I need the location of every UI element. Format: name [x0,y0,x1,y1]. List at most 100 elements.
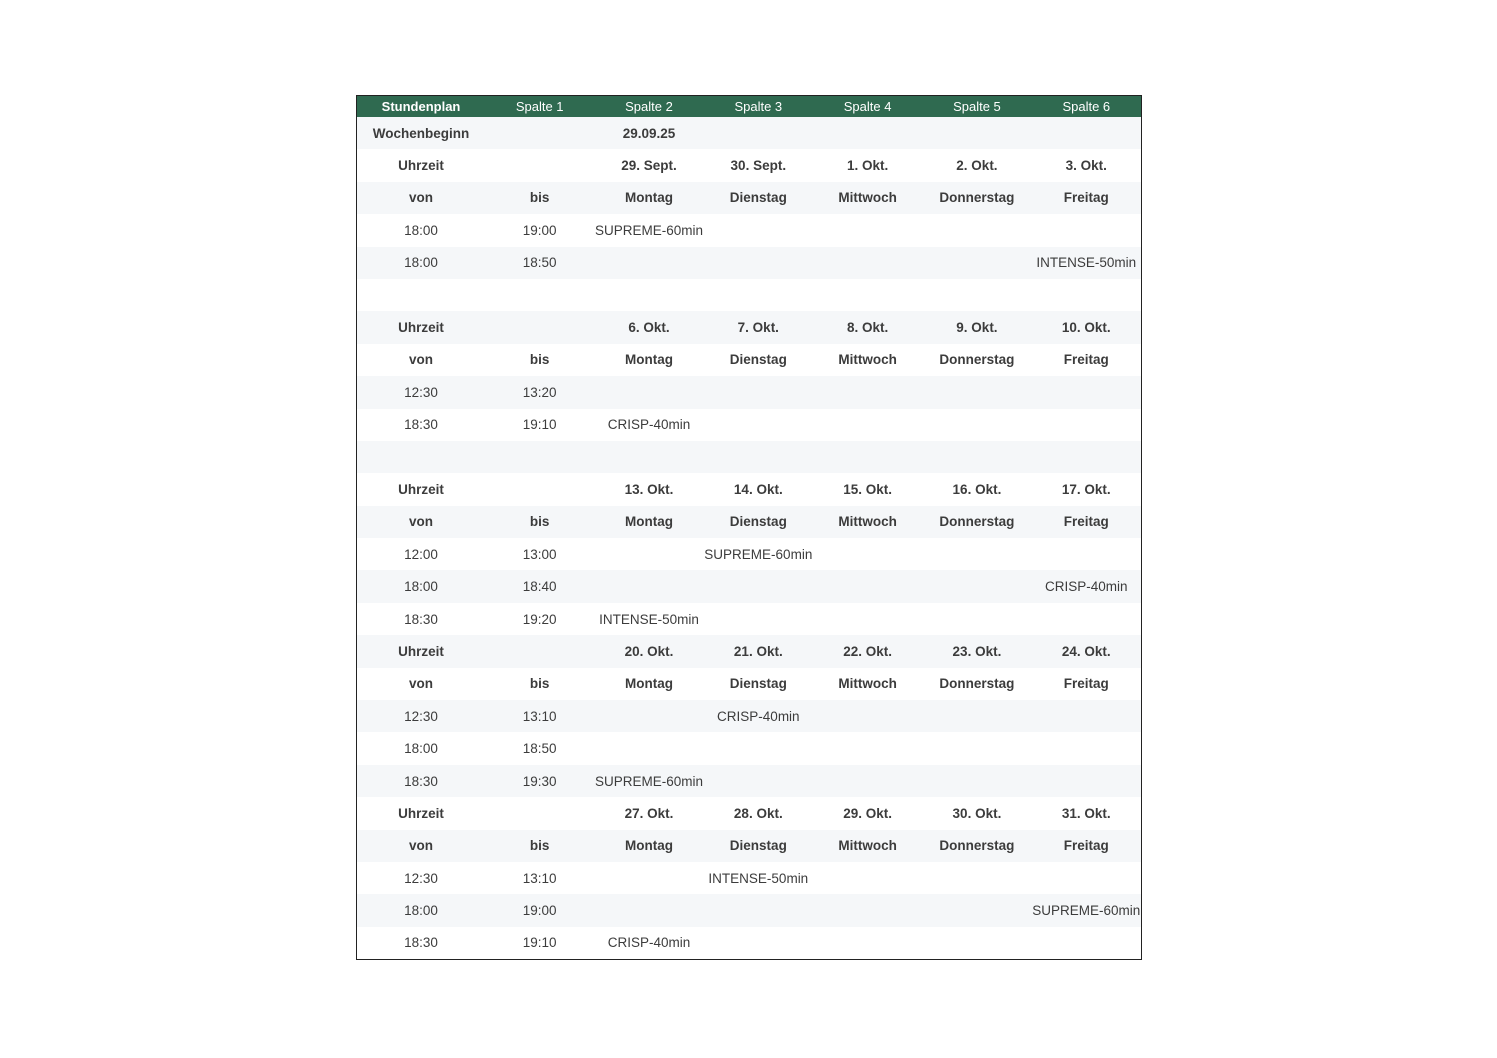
table-cell[interactable] [922,764,1032,798]
table-cell[interactable] [703,926,813,960]
table-cell[interactable]: 30. Sept. [703,149,813,182]
table-cell[interactable]: Mittwoch [812,343,923,377]
table-cell[interactable]: 14. Okt. [703,473,813,506]
table-cell[interactable]: von [357,829,486,862]
table-cell[interactable]: bis [485,829,595,862]
table-cell[interactable] [812,246,923,279]
table-cell[interactable] [485,797,595,830]
table-cell[interactable] [812,926,923,960]
table-cell[interactable]: CRISP-40min [703,700,813,733]
table-cell[interactable]: bis [485,505,595,539]
table-cell[interactable]: INTENSE-50min [703,861,813,895]
table-cell[interactable] [812,278,923,312]
table-cell[interactable]: 19:30 [485,764,595,798]
table-cell[interactable]: von [357,181,486,215]
table-cell[interactable]: 24. Okt. [1031,635,1141,668]
table-cell[interactable]: Montag [594,181,704,215]
table-cell[interactable]: 13. Okt. [594,473,704,506]
table-cell[interactable] [1031,278,1141,312]
table-cell[interactable] [922,246,1032,279]
table-cell[interactable]: 23. Okt. [922,635,1032,668]
table-cell[interactable] [922,538,1032,571]
table-cell[interactable]: 30. Okt. [922,797,1032,830]
table-cell[interactable]: Uhrzeit [357,311,486,344]
table-cell[interactable] [703,764,813,798]
table-cell[interactable]: Uhrzeit [357,149,486,182]
table-cell[interactable] [812,570,923,603]
table-cell[interactable]: Freitag [1031,181,1141,215]
table-cell[interactable] [594,700,704,733]
table-cell[interactable]: 3. Okt. [1031,149,1141,182]
table-cell[interactable]: Montag [594,505,704,539]
table-cell[interactable] [594,440,704,474]
table-cell[interactable]: SUPREME-60min [703,538,813,571]
table-cell[interactable]: 18:00 [357,246,486,279]
table-cell[interactable]: 13:00 [485,538,595,571]
table-cell[interactable] [703,246,813,279]
table-cell[interactable]: CRISP-40min [594,926,704,960]
table-cell[interactable]: INTENSE-50min [594,602,704,636]
table-cell[interactable] [922,861,1032,895]
table-cell[interactable] [812,376,923,409]
table-cell[interactable]: bis [485,343,595,377]
table-cell[interactable] [1031,764,1141,798]
table-cell[interactable]: 19:10 [485,926,595,960]
table-cell[interactable]: 20. Okt. [594,635,704,668]
table-cell[interactable]: 18:00 [357,732,486,765]
table-cell[interactable] [1031,538,1141,571]
table-cell[interactable] [922,278,1032,312]
table-cell[interactable]: CRISP-40min [1031,570,1141,603]
table-cell[interactable]: Montag [594,343,704,377]
table-cell[interactable]: 7. Okt. [703,311,813,344]
table-cell[interactable]: bis [485,667,595,701]
table-cell[interactable]: 10. Okt. [1031,311,1141,344]
table-cell[interactable] [812,538,923,571]
table-cell[interactable]: Dienstag [703,667,813,701]
table-cell[interactable]: 19:20 [485,602,595,636]
table-cell[interactable] [703,570,813,603]
table-cell[interactable] [703,894,813,927]
table-cell[interactable] [485,311,595,344]
table-cell[interactable] [594,861,704,895]
table-cell[interactable]: INTENSE-50min [1031,246,1141,279]
table-cell[interactable] [922,117,1032,150]
table-cell[interactable]: Donnerstag [922,667,1032,701]
table-cell[interactable]: Uhrzeit [357,797,486,830]
table-cell[interactable]: 12:30 [357,376,486,409]
table-cell[interactable]: 18:50 [485,732,595,765]
table-cell[interactable]: 19:10 [485,408,595,441]
table-cell[interactable]: 18:00 [357,570,486,603]
table-cell[interactable] [594,246,704,279]
table-cell[interactable]: Dienstag [703,829,813,862]
table-cell[interactable]: von [357,343,486,377]
table-cell[interactable] [922,894,1032,927]
table-cell[interactable]: 18:00 [357,214,486,247]
table-cell[interactable]: Mittwoch [812,181,923,215]
table-cell[interactable]: 18:30 [357,408,486,441]
table-cell[interactable]: Donnerstag [922,343,1032,377]
table-cell[interactable]: 12:00 [357,538,486,571]
table-cell[interactable]: 29.09.25 [594,117,704,150]
table-cell[interactable] [594,894,704,927]
table-cell[interactable]: Mittwoch [812,667,923,701]
table-cell[interactable]: von [357,505,486,539]
table-cell[interactable] [1031,861,1141,895]
table-cell[interactable]: 13:20 [485,376,595,409]
table-cell[interactable]: Freitag [1031,829,1141,862]
table-cell[interactable] [922,214,1032,247]
table-cell[interactable] [1031,376,1141,409]
table-cell[interactable]: Dienstag [703,181,813,215]
table-cell[interactable] [703,602,813,636]
table-cell[interactable]: Freitag [1031,343,1141,377]
table-cell[interactable] [485,440,595,474]
table-cell[interactable]: 28. Okt. [703,797,813,830]
table-cell[interactable] [594,538,704,571]
table-cell[interactable]: Freitag [1031,667,1141,701]
table-cell[interactable]: 17. Okt. [1031,473,1141,506]
table-cell[interactable]: 18:50 [485,246,595,279]
table-cell[interactable] [812,861,923,895]
table-cell[interactable] [485,117,595,150]
table-cell[interactable]: SUPREME-60min [594,764,704,798]
table-cell[interactable]: 19:00 [485,894,595,927]
table-cell[interactable]: 15. Okt. [812,473,923,506]
